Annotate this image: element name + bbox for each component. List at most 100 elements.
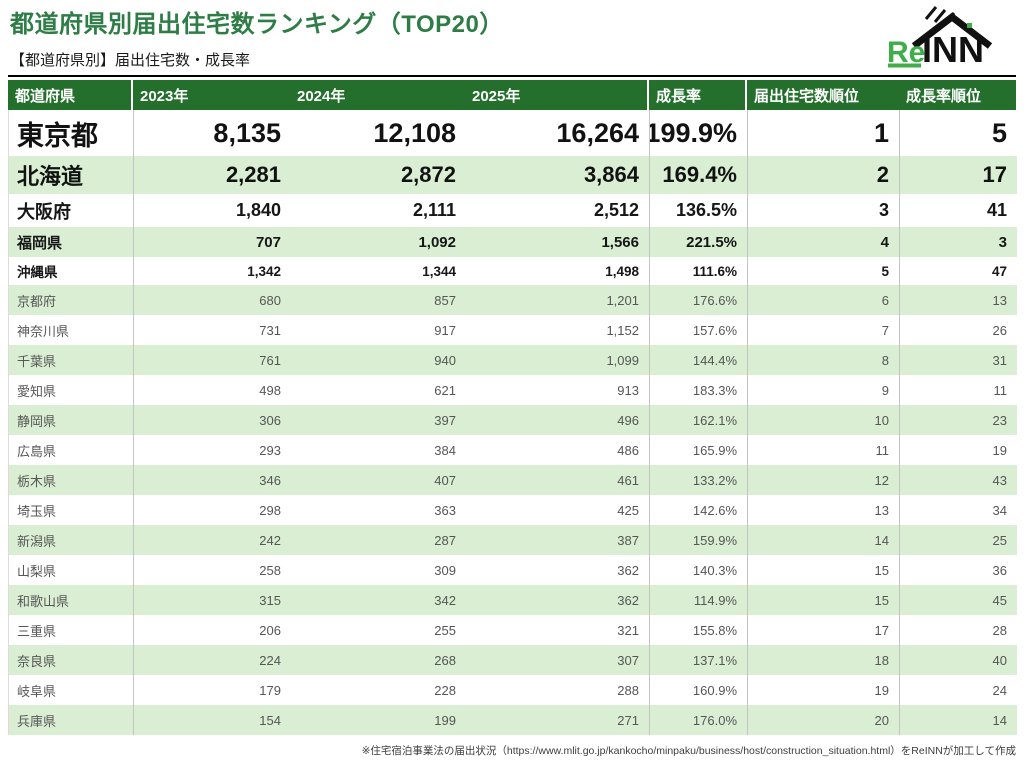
cell-growth-rank: 31	[992, 352, 1007, 368]
table-row: 和歌山県 315 342 362 114.9% 15 45	[8, 585, 1017, 615]
cell-growth-rate: 157.6%	[650, 315, 748, 345]
cell-growth-rank: 45	[992, 592, 1007, 608]
column-header: 成長率	[649, 80, 747, 110]
cell-count-rank: 15	[748, 585, 900, 615]
table-row: 広島県 293 384 486 165.9% 11 19	[8, 435, 1017, 465]
cell-2023: 1,840	[235, 200, 281, 220]
logo-text-re: Re	[887, 36, 925, 68]
reinn-logo: Re INN	[887, 6, 993, 68]
column-header: 2025年	[465, 80, 649, 110]
cell-2024: 287	[434, 532, 456, 548]
cell-2024: 363	[434, 502, 456, 518]
cell-growth-rank: 43	[992, 472, 1007, 488]
cell-2025: 16,264	[466, 110, 650, 156]
cell-count-rank: 15	[748, 555, 900, 585]
logo-underline	[888, 63, 921, 68]
cell-growth-rate: 162.1%	[650, 405, 748, 435]
cell-2025: 913	[466, 375, 650, 405]
cell-count-rank: 13	[748, 495, 900, 525]
cell-count-rank: 3	[748, 194, 900, 227]
cell-2023: 346	[259, 472, 281, 488]
cell-growth-rank: 25	[992, 532, 1007, 548]
cell-growth-rank: 19	[992, 442, 1007, 458]
cell-2023: 293	[259, 442, 281, 458]
cell-2023: 154	[259, 712, 281, 728]
cell-growth-rank: 14	[992, 712, 1007, 728]
cell-growth-rate: 176.0%	[650, 705, 748, 735]
table-row: 埼玉県 298 363 425 142.6% 13 34	[8, 495, 1017, 525]
cell-growth-rank: 36	[992, 562, 1007, 578]
cell-2025: 1,566	[466, 227, 650, 257]
cell-2023: 2,281	[225, 162, 281, 187]
cell-2023: 315	[259, 592, 281, 608]
cell-growth-rate: 142.6%	[650, 495, 748, 525]
cell-2024: 407	[434, 472, 456, 488]
table-row: 京都府 680 857 1,201 176.6% 6 13	[8, 285, 1017, 315]
cell-prefecture: 大阪府	[9, 194, 134, 227]
cell-2023: 242	[259, 532, 281, 548]
cell-2025: 2,512	[466, 194, 650, 227]
cell-2024: 228	[434, 682, 456, 698]
cell-growth-rank: 47	[991, 263, 1007, 279]
cell-count-rank: 9	[748, 375, 900, 405]
cell-prefecture: 神奈川県	[9, 315, 134, 345]
cell-2023: 306	[259, 412, 281, 428]
cell-2024: 268	[434, 652, 456, 668]
cell-growth-rate: 160.9%	[650, 675, 748, 705]
cell-count-rank: 18	[748, 645, 900, 675]
cell-2024: 255	[434, 622, 456, 638]
cell-2024: 857	[434, 292, 456, 308]
cell-prefecture: 新潟県	[9, 525, 134, 555]
table-row: 大阪府 1,840 2,111 2,512 136.5% 3 41	[8, 194, 1017, 227]
cell-2024: 2,111	[412, 200, 456, 220]
column-header: 届出住宅数順位	[754, 87, 860, 105]
cell-growth-rate: 221.5%	[650, 227, 748, 257]
cell-prefecture: 三重県	[9, 615, 134, 645]
ranking-table: 都道府県 2023年 2024年 2025年 成長率 届出住宅数順位 成長率順位 東京都 8,1…	[8, 80, 1017, 735]
cell-prefecture: 岐阜県	[9, 675, 134, 705]
cell-growth-rank: 26	[992, 322, 1007, 338]
cell-2025: 1,498	[466, 257, 650, 285]
cell-2024: 1,344	[422, 263, 456, 279]
cell-count-rank: 7	[748, 315, 900, 345]
cell-count-rank: 4	[748, 227, 900, 257]
cell-2025: 321	[466, 615, 650, 645]
cell-growth-rate: 165.9%	[650, 435, 748, 465]
table-row: 神奈川県 731 917 1,152 157.6% 7 26	[8, 315, 1017, 345]
cell-count-rank: 2	[748, 156, 900, 194]
cell-2023: 206	[259, 622, 281, 638]
table-row: 栃木県 346 407 461 133.2% 12 43	[8, 465, 1017, 495]
cell-count-rank: 17	[748, 615, 900, 645]
cell-2024: 199	[434, 712, 456, 728]
cell-growth-rate: 140.3%	[650, 555, 748, 585]
cell-2025: 425	[466, 495, 650, 525]
cell-2023: 258	[259, 562, 281, 578]
cell-2023: 8,135	[213, 117, 281, 148]
cell-growth-rate: 111.6%	[650, 257, 748, 285]
cell-2024: 342	[434, 592, 456, 608]
cell-prefecture: 広島県	[9, 435, 134, 465]
cell-2023: 731	[259, 322, 281, 338]
cell-count-rank: 11	[748, 435, 900, 465]
cell-2023: 298	[259, 502, 281, 518]
column-header: 都道府県	[8, 80, 133, 110]
cell-2024: 940	[434, 352, 456, 368]
cell-2025: 1,152	[466, 315, 650, 345]
cell-2025: 288	[466, 675, 650, 705]
cell-count-rank: 10	[748, 405, 900, 435]
cell-growth-rank: 34	[992, 502, 1007, 518]
cell-growth-rank: 17	[982, 162, 1007, 187]
cell-2024: 2,872	[400, 162, 456, 187]
cell-2024: 397	[434, 412, 456, 428]
cell-prefecture: 奈良県	[9, 645, 134, 675]
cell-2024: 309	[434, 562, 456, 578]
cell-prefecture: 栃木県	[9, 465, 134, 495]
cell-2023: 498	[259, 382, 281, 398]
logo-text-inn: INN	[922, 29, 984, 68]
cell-2023: 1,342	[247, 263, 281, 279]
cell-growth-rank: 40	[992, 652, 1007, 668]
cell-prefecture: 千葉県	[9, 345, 134, 375]
cell-2025: 307	[466, 645, 650, 675]
cell-2024: 1,092	[418, 233, 456, 251]
cell-prefecture: 愛知県	[9, 375, 134, 405]
